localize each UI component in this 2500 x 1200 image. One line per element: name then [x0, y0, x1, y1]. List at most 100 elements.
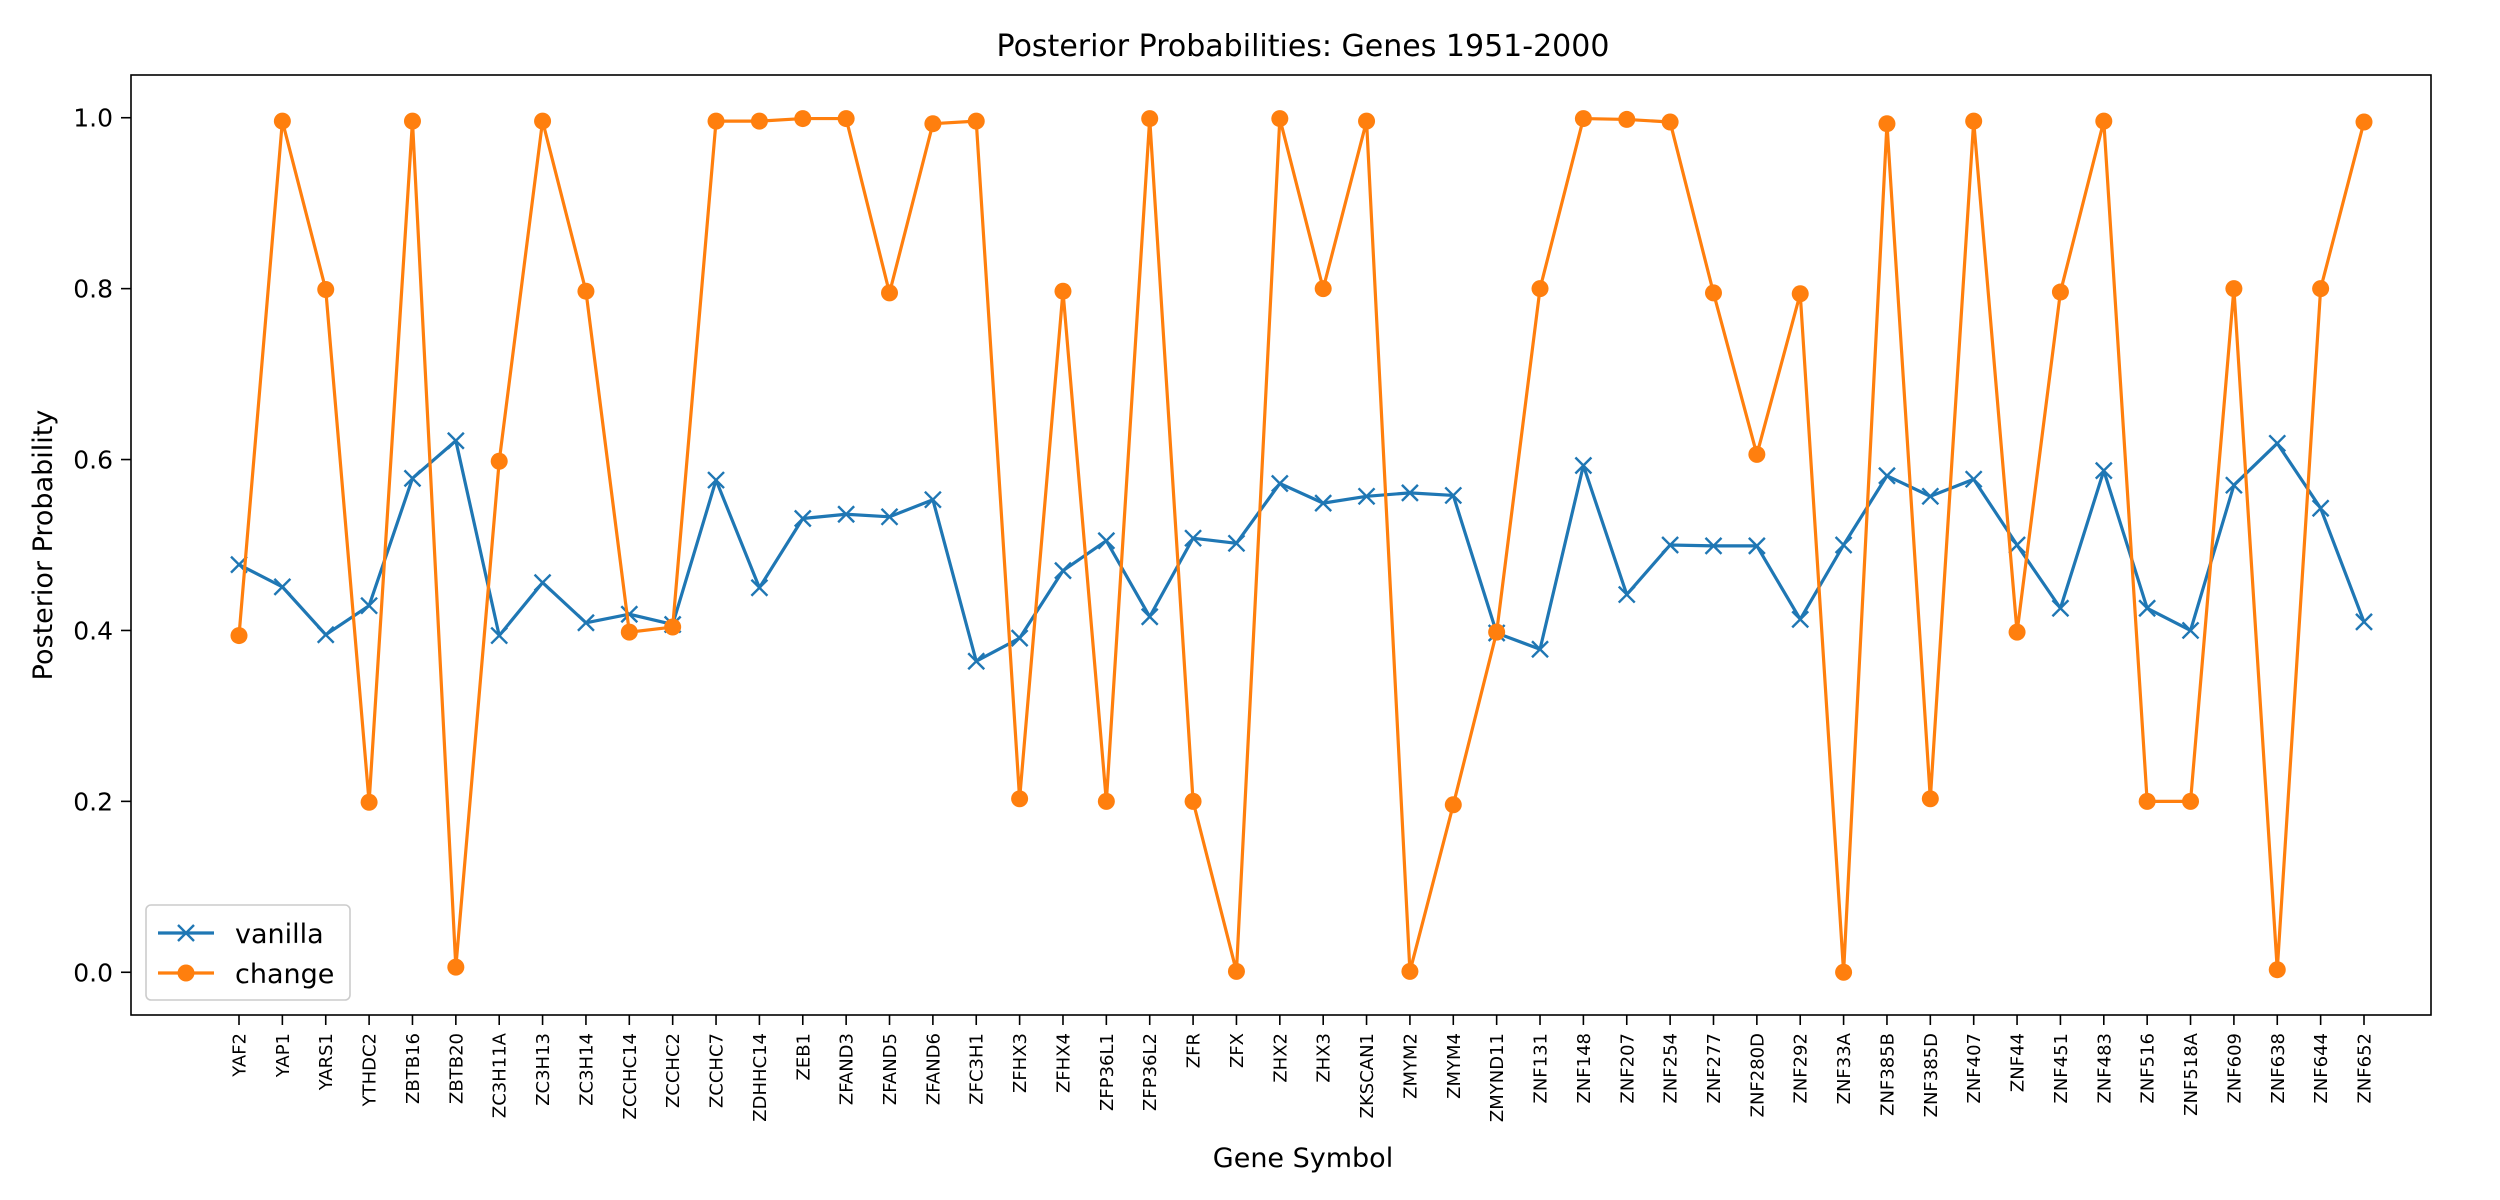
- data-point-change: [577, 282, 595, 300]
- marker-stroke: [1617, 585, 1636, 604]
- x-tick-label: ZNF292: [1791, 1033, 1812, 1104]
- marker-stroke: [880, 507, 899, 526]
- marker-stroke: [1314, 494, 1333, 512]
- x-tick-label: ZFC3H1: [967, 1033, 988, 1105]
- data-point-change: [1227, 962, 1245, 980]
- data-point-change: [1704, 284, 1722, 302]
- data-point-vanilla: [1574, 456, 1593, 475]
- data-point-vanilla: [1357, 487, 1376, 506]
- x-tick-label: ZMYND11: [1487, 1033, 1508, 1122]
- data-point-change: [1791, 285, 1809, 303]
- data-point-change: [1054, 282, 1072, 300]
- x-tick-label: ZNF518A: [2181, 1032, 2202, 1116]
- data-point-vanilla: [1791, 610, 1810, 629]
- data-point-change: [1184, 792, 1202, 810]
- x-tick-label: ZNF277: [1704, 1033, 1725, 1104]
- data-point-change: [1401, 962, 1419, 980]
- x-tick-label: YAP1: [273, 1033, 294, 1078]
- y-tick-label: 1.0: [73, 104, 113, 133]
- data-point-vanilla: [620, 605, 639, 624]
- marker-stroke: [403, 469, 422, 488]
- data-point-change: [794, 110, 812, 128]
- data-point-change: [1271, 110, 1289, 128]
- data-point-change: [620, 623, 638, 641]
- x-tick-label: ZCCHC14: [620, 1033, 641, 1119]
- x-tick-label: ZHX2: [1270, 1033, 1291, 1083]
- data-point-vanilla: [2225, 476, 2243, 495]
- y-axis: 0.0 0.2 0.4 0.6 0.8 1.0: [73, 104, 131, 987]
- data-point-vanilla: [2268, 434, 2287, 453]
- data-point-change: [1835, 963, 1853, 981]
- data-point-vanilla: [360, 596, 378, 615]
- data-point-change: [1358, 112, 1376, 130]
- data-point-vanilla: [1444, 486, 1463, 505]
- data-point-change: [1097, 792, 1115, 810]
- data-point-vanilla: [273, 578, 292, 596]
- data-point-vanilla: [793, 509, 812, 528]
- marker-stroke: [2181, 621, 2200, 640]
- x-tick-label: ZFP36L1: [1097, 1033, 1118, 1111]
- x-tick-label: YARS1: [316, 1033, 337, 1091]
- data-point-vanilla: [1054, 561, 1072, 580]
- marker-stroke: [1357, 487, 1376, 506]
- legend-marker-change: [177, 964, 195, 982]
- x-tick-label: ZMYM4: [1444, 1033, 1465, 1099]
- data-point-change: [2138, 792, 2156, 810]
- marker-stroke: [1791, 610, 1810, 629]
- x-tick-label: ZNF148: [1574, 1033, 1595, 1104]
- data-point-vanilla: [1704, 537, 1723, 555]
- x-tick-label: ZNF451: [2051, 1033, 2072, 1104]
- x-tick-label: ZNF280D: [1747, 1033, 1768, 1117]
- legend-label-change: change: [235, 959, 334, 990]
- data-point-change: [1661, 113, 1679, 131]
- x-tick-label: ZC3H11A: [490, 1032, 511, 1118]
- data-point-change: [881, 284, 899, 302]
- data-point-vanilla: [403, 469, 422, 488]
- plot-area: [130, 74, 2432, 1016]
- data-point-change: [2095, 112, 2113, 130]
- marker-stroke: [1834, 536, 1853, 554]
- data-point-change: [273, 112, 291, 130]
- marker-stroke: [707, 471, 725, 489]
- data-point-vanilla: [2311, 499, 2330, 518]
- x-tick-label: ZNF33A: [1834, 1032, 1855, 1104]
- data-point-change: [1314, 280, 1332, 298]
- marker-stroke: [2268, 434, 2287, 453]
- data-point-change: [750, 112, 768, 130]
- marker-stroke: [1531, 640, 1549, 659]
- marker-stroke: [837, 505, 855, 524]
- chart-title: Posterior Probabilities: Genes 1951-2000: [997, 29, 1610, 64]
- marker-stroke: [1878, 466, 1896, 485]
- x-tick-label: ZCCHC7: [707, 1033, 728, 1108]
- data-point-change: [967, 112, 985, 130]
- data-point-vanilla: [316, 625, 335, 644]
- x-tick-label: ZDHHC14: [750, 1033, 771, 1122]
- data-point-change: [1444, 796, 1462, 814]
- legend-frame: [145, 904, 351, 1001]
- x-tick-label: ZNF516: [2138, 1033, 2159, 1104]
- data-point-vanilla: [1401, 484, 1419, 502]
- data-point-vanilla: [1921, 487, 1940, 506]
- marker-stroke: [1010, 629, 1029, 647]
- marker-stroke: [620, 605, 639, 624]
- data-point-vanilla: [1661, 536, 1679, 554]
- marker-stroke: [273, 578, 292, 596]
- x-tick-label: YTHDC2: [360, 1033, 381, 1107]
- data-point-vanilla: [2008, 536, 2026, 554]
- marker-stroke: [177, 924, 195, 942]
- data-point-vanilla: [577, 613, 595, 632]
- data-point-change: [707, 112, 725, 130]
- x-tick-label: ZC3H13: [533, 1033, 554, 1106]
- x-tick-label: ZHX3: [1314, 1033, 1335, 1083]
- data-point-change: [1011, 790, 1029, 808]
- x-tick-label: ZFP36L2: [1140, 1033, 1161, 1111]
- x-tick-label: ZNF44: [2008, 1033, 2029, 1092]
- data-point-change: [2225, 280, 2243, 298]
- x-tick-label: ZFX: [1227, 1033, 1248, 1068]
- data-point-vanilla: [1834, 536, 1853, 554]
- marker-stroke: [577, 613, 595, 632]
- y-tick-label: 0.4: [73, 616, 113, 645]
- x-tick-label: ZBTB20: [446, 1033, 467, 1104]
- data-point-change: [1878, 115, 1896, 133]
